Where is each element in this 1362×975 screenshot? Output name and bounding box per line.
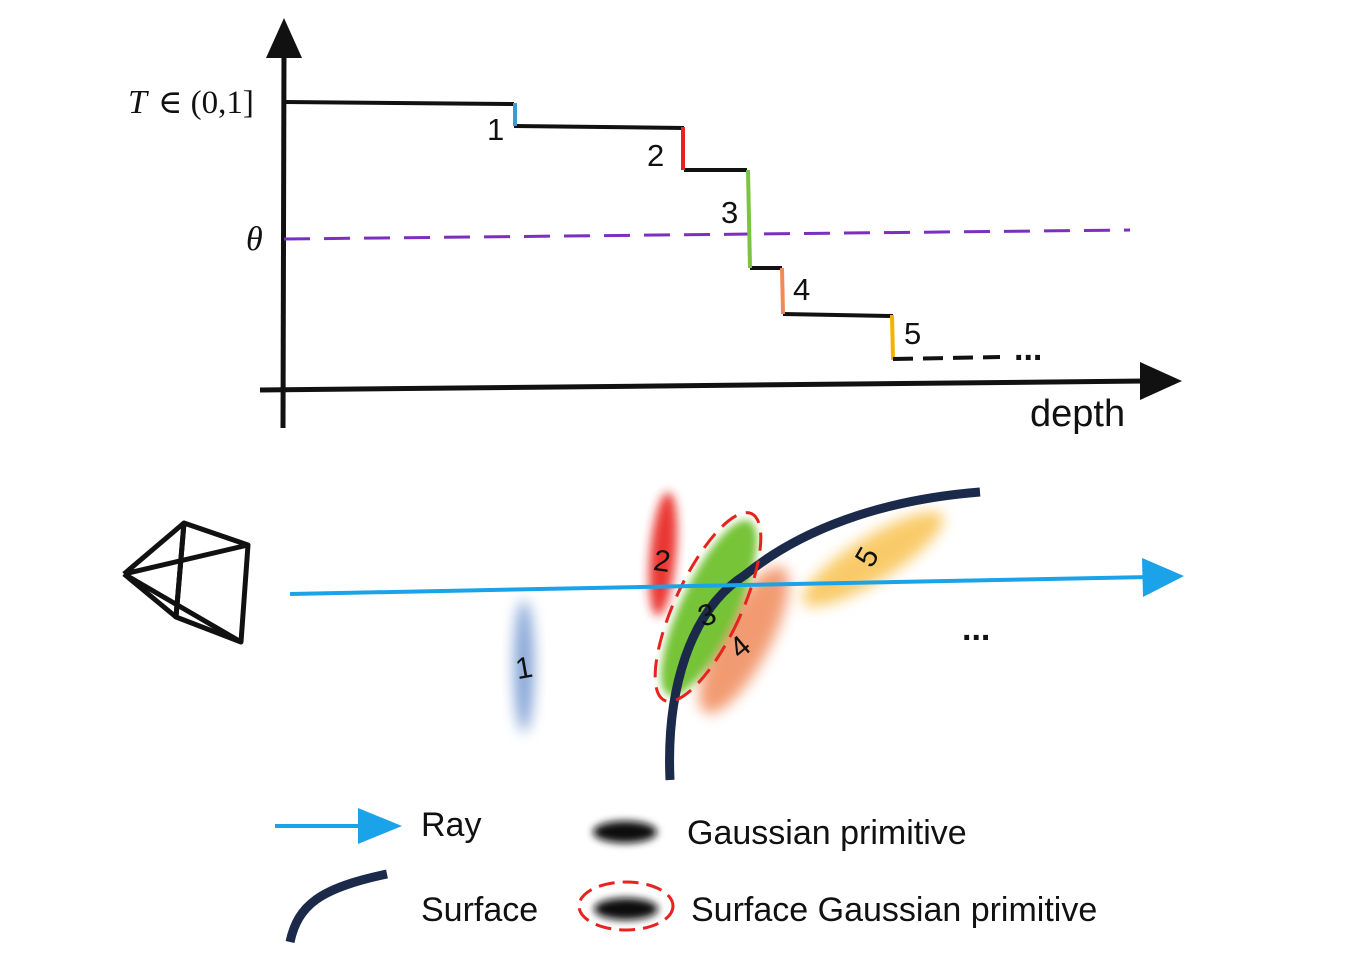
y-axis-arrowhead — [266, 18, 302, 58]
y-axis-label-interval: ∈ (0,1] — [158, 85, 254, 121]
legend: Ray Gaussian primitive Surface Surface G… — [275, 806, 1097, 944]
x-axis — [259, 378, 1151, 393]
legend-ray-label: Ray — [421, 806, 481, 844]
legend-surface-icon — [285, 869, 388, 944]
ray-arrowhead — [1142, 558, 1184, 597]
drop-5 — [890, 314, 895, 361]
y-axis-label-T: T — [128, 84, 149, 121]
step-label-1: 1 — [487, 112, 504, 147]
theta-label: θ — [246, 221, 263, 258]
scene-ellipsis: ... — [962, 610, 990, 648]
curve-tail — [892, 355, 1001, 361]
legend-surface-label: Surface — [421, 891, 538, 929]
legend-gaussian-label: Gaussian primitive — [687, 814, 967, 852]
ray — [289, 575, 1149, 596]
step-label-4: 4 — [793, 272, 810, 307]
step-label-5: 5 — [904, 316, 921, 351]
threshold-line — [283, 228, 1131, 241]
drop-3 — [746, 169, 752, 269]
primitive-label-1: 1 — [513, 651, 535, 686]
drop-4 — [780, 267, 785, 315]
camera-icon — [122, 520, 251, 645]
gaussian-4 — [699, 566, 789, 714]
gaussian-1 — [514, 600, 534, 732]
surface-gaussian-outline — [653, 511, 763, 703]
curve-ellipsis: ... — [1014, 330, 1042, 368]
step-label-3: 3 — [721, 195, 738, 230]
scene: 1 2 3 4 5 ... — [122, 487, 1184, 781]
step-label-2: 2 — [647, 138, 664, 173]
surface-curve — [665, 487, 981, 781]
legend-surface-gaussian-outline-icon — [577, 880, 675, 932]
x-axis-arrowhead — [1140, 362, 1182, 400]
transmittance-plot: T ∈ (0,1] θ ... 1 2 3 4 5 depth — [128, 18, 1182, 435]
legend-surface-gaussian-icon — [594, 898, 658, 920]
legend-ray-arrowhead-icon — [358, 808, 402, 844]
x-axis-label: depth — [1030, 393, 1125, 435]
transmittance-curve — [283, 100, 894, 318]
primitive-label-2: 2 — [651, 544, 672, 579]
legend-surface-gaussian-label: Surface Gaussian primitive — [691, 891, 1097, 929]
legend-gaussian-icon — [593, 821, 657, 843]
y-axis — [280, 49, 287, 429]
